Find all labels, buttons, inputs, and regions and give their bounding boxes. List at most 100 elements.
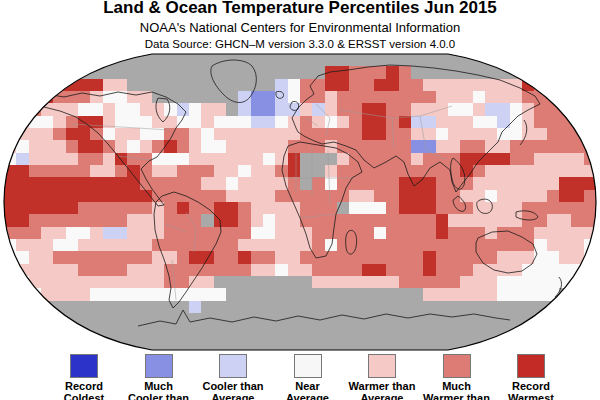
grid-cell [312,227,325,240]
grid-cell [325,276,338,289]
grid-cell [263,251,276,264]
grid-cell [16,227,29,240]
grid-cell [300,264,313,277]
grid-cell [473,116,486,129]
grid-cell [41,239,54,252]
grid-cell [275,288,288,301]
grid-cell [522,301,535,314]
grid-cell [29,301,42,314]
grid-cell [41,140,54,153]
grid-cell [571,153,584,166]
grid-cell [226,165,239,178]
grid-cell [312,264,325,277]
grid-cell [399,91,412,104]
grid-cell [386,66,399,79]
grid-cell [177,153,190,166]
grid-cell [460,54,473,67]
grid-cell [103,264,116,277]
grid-cell [374,153,387,166]
grid-cell [547,103,560,116]
grid-cell [53,54,66,67]
grid-cell [29,128,42,141]
grid-cell [66,301,79,314]
grid-cell [29,251,42,264]
grid-cell [349,116,362,129]
grid-cell [374,338,387,351]
grid-cell [127,202,140,215]
grid-cell [251,301,264,314]
grid-cell [460,276,473,289]
grid-cell [436,227,449,240]
grid-cell [103,103,116,116]
world-percentile-map [0,0,600,400]
grid-cell [66,202,79,215]
grid-cell [571,276,584,289]
grid-cell [485,301,498,314]
grid-cell [423,177,436,190]
grid-cell [263,128,276,141]
grid-cell [386,301,399,314]
grid-cell [399,264,412,277]
grid-cell [534,128,547,141]
grid-cell [66,276,79,289]
grid-cell [411,251,424,264]
grid-cell [485,140,498,153]
grid-cell [251,190,264,203]
grid-cell [448,227,461,240]
grid-cell [288,227,301,240]
grid-cell [584,128,597,141]
grid-cell [251,165,264,178]
grid-cell [300,301,313,314]
grid-cell [103,301,116,314]
grid-cell [4,190,17,203]
grid-cell [189,165,202,178]
grid-cell [386,140,399,153]
grid-cell [571,301,584,314]
grid-cell [103,66,116,79]
grid-cell [386,276,399,289]
grid-cell [510,165,523,178]
grid-cell [53,251,66,264]
grid-cell [41,54,54,67]
grid-cell [226,128,239,141]
grid-cell [214,190,227,203]
grid-cell [115,313,128,326]
grid-cell [386,177,399,190]
grid-cell [53,264,66,277]
grid-cell [325,264,338,277]
grid-cell [90,301,103,314]
grid-cell [275,239,288,252]
grid-cell [559,313,572,326]
legend-swatch [70,354,98,378]
grid-cell [386,338,399,351]
grid-cell [201,128,214,141]
grid-cell [312,239,325,252]
grid-cell [115,202,128,215]
grid-cell [473,177,486,190]
grid-cell [66,54,79,67]
grid-cell [288,54,301,67]
grid-cell [238,128,251,141]
grid-cell [214,202,227,215]
grid-cell [214,165,227,178]
grid-cell [29,190,42,203]
grid-cell [423,153,436,166]
grid-cell [473,325,486,338]
grid-cell [78,91,91,104]
grid-cell [4,140,17,153]
grid-cell [399,79,412,92]
grid-cell [41,264,54,277]
grid-cell [300,54,313,67]
grid-cell [559,251,572,264]
grid-cell [66,165,79,178]
grid-cell [115,128,128,141]
grid-cell [374,214,387,227]
grid-cell [325,116,338,129]
grid-cell [152,239,165,252]
grid-cell [251,325,264,338]
grid-cell [16,177,29,190]
grid-cell [399,313,412,326]
grid-cell [423,91,436,104]
grid-cell [103,177,116,190]
grid-cell [189,325,202,338]
